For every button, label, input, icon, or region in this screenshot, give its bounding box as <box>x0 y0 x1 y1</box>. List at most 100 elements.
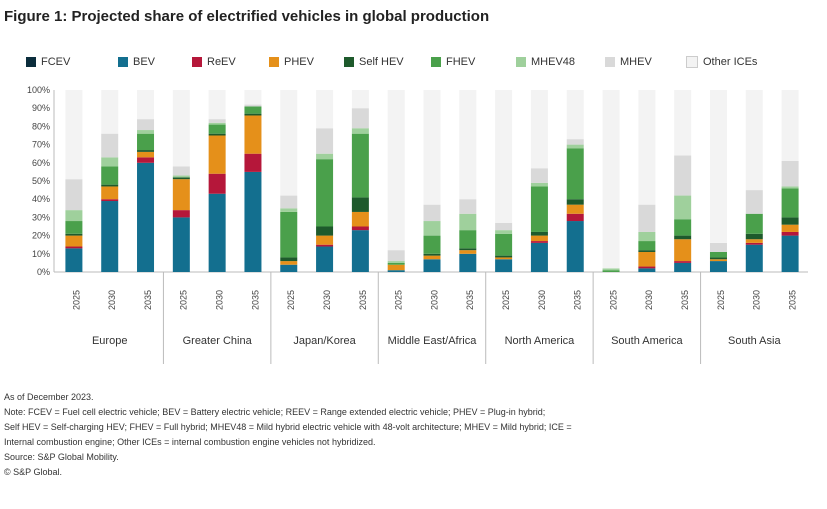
bar-segment-fhev <box>137 133 155 151</box>
group-label: Middle East/Africa <box>388 335 478 347</box>
bar-segment-bev <box>745 244 763 272</box>
bar-segment-phev <box>137 151 155 158</box>
legend-item-sehev: Self HEV <box>344 56 404 68</box>
bar-segment-mhev <box>65 179 83 211</box>
bar-segment-sehev <box>781 217 799 225</box>
x-tick-label: 2025 <box>179 290 189 310</box>
bar-segment-ice <box>280 90 298 196</box>
x-tick-label: 2030 <box>752 290 762 310</box>
legend-label-ice: Other ICEs <box>703 56 758 68</box>
bar-segment-mhev <box>280 195 298 209</box>
legend-label-fhev: FHEV <box>446 56 476 68</box>
bar-segment-bev <box>423 259 441 272</box>
bar-segment-sehev <box>280 257 298 262</box>
bar-segment-fhev <box>423 235 441 254</box>
bar-segment-mhev48 <box>387 261 405 263</box>
bar-segment-rebev <box>172 210 190 218</box>
x-tick-label: 2025 <box>716 290 726 310</box>
bar-segment-fhev <box>602 270 620 272</box>
bar-segment-ice <box>208 90 226 120</box>
bar-segment-rebev <box>745 242 763 245</box>
bar-segment-rebev <box>101 199 119 202</box>
x-tick-label: 2035 <box>787 290 797 310</box>
bar-segment-mhev <box>781 160 799 187</box>
y-tick-label: 20% <box>32 231 50 241</box>
bar-segment-bev <box>566 221 584 272</box>
x-tick-label: 2035 <box>465 290 475 310</box>
bar-segment-sehev <box>316 226 334 236</box>
group-label: Greater China <box>183 335 253 347</box>
bar-segment-mhev48 <box>638 231 656 242</box>
bar-segment-phev <box>172 179 190 211</box>
chart-title: Figure 1: Projected share of electrified… <box>4 8 490 25</box>
bar-segment-mhev <box>316 128 334 154</box>
bar-segment-sehev <box>638 250 656 252</box>
bar-segment-fhev <box>530 186 548 232</box>
bar-segment-rebev <box>208 173 226 194</box>
bar-segment-fhev <box>495 233 513 256</box>
bar-segment-mhev48 <box>351 128 369 134</box>
bar-segment-phev <box>280 261 298 265</box>
chart-legend: FCEV BEV ReEV PHEV Self HEV FHEV MHEV48 MHEV Oth… <box>26 56 816 76</box>
legend-item-rebev: ReEV <box>192 56 236 68</box>
bar-segment-bev <box>244 171 262 272</box>
bar-segment-sehev <box>351 197 369 212</box>
bar-segment-ice <box>638 90 656 205</box>
legend-label-mhev48: MHEV48 <box>531 56 576 68</box>
bar-segment-bev <box>387 270 405 272</box>
bar-segment-mhev48 <box>280 208 298 212</box>
bar-segment-fhev <box>459 230 477 249</box>
bar-segment-phev <box>244 115 262 154</box>
bar-segment-mhev48 <box>602 268 620 271</box>
legend-swatch-fcev <box>26 57 36 67</box>
bar-segment-mhev48 <box>530 182 548 187</box>
bar-segment-mhev <box>459 199 477 214</box>
bar-segment-sehev <box>745 233 763 240</box>
bar-segment-ice <box>495 90 513 223</box>
bar-segment-mhev <box>101 133 119 158</box>
group-label: Europe <box>92 335 127 347</box>
bar-segment-mhev48 <box>566 144 584 149</box>
legend-label-phev: PHEV <box>284 56 314 68</box>
bar-segment-ice <box>423 90 441 205</box>
bar-segment-mhev48 <box>423 221 441 236</box>
bar-segment-mhev <box>745 190 763 214</box>
legend-item-bev: BEV <box>118 56 155 68</box>
legend-item-fhev: FHEV <box>431 56 475 68</box>
y-tick-label: 60% <box>32 158 50 168</box>
legend-swatch-fhev <box>431 57 441 67</box>
bar-segment-rebev <box>137 157 155 163</box>
bar-segment-mhev48 <box>316 153 334 160</box>
bar-segment-bev <box>208 193 226 272</box>
bar-segment-sehev <box>530 231 548 236</box>
bar-segment-mhev48 <box>101 157 119 167</box>
bar-segment-sehev <box>244 113 262 116</box>
stacked-bar-chart: 0% 10% 20% 30% 40% 50% 60% 70% 80% 90% 100% 2025 203… <box>27 85 808 364</box>
bar-segment-sehev <box>423 253 441 256</box>
bar-segment-mhev48 <box>674 195 692 220</box>
bar-segment-ice <box>709 90 727 243</box>
bar-segment-sehev <box>137 150 155 152</box>
bar-segment-phev <box>101 186 119 200</box>
bar-segment-phev <box>423 255 441 260</box>
bar-segment-fhev <box>316 159 334 227</box>
note-date: As of December 2023. <box>4 392 94 402</box>
bar-segment-sehev <box>495 255 513 258</box>
bar-segment-sehev <box>172 177 190 180</box>
x-tick-label: 2025 <box>608 290 618 310</box>
legend-swatch-ice <box>686 56 698 68</box>
legend-label-mhev: MHEV <box>620 56 652 68</box>
legend-swatch-mhev48 <box>516 57 526 67</box>
bar-segment-bev <box>530 242 548 272</box>
bar-segment-rebev <box>566 213 584 222</box>
bar-segment-mhev <box>423 204 441 222</box>
y-tick-label: 10% <box>32 249 50 259</box>
x-tick-label: 2030 <box>429 290 439 310</box>
bar-segment-bev <box>280 264 298 272</box>
bar-segment-mhev <box>387 250 405 262</box>
bar-segment-phev <box>65 235 83 247</box>
bar-segment-fhev <box>65 221 83 234</box>
legend-label-fcev: FCEV <box>41 56 71 68</box>
bar-segment-mhev <box>495 222 513 231</box>
x-tick-label: 2025 <box>501 290 511 310</box>
